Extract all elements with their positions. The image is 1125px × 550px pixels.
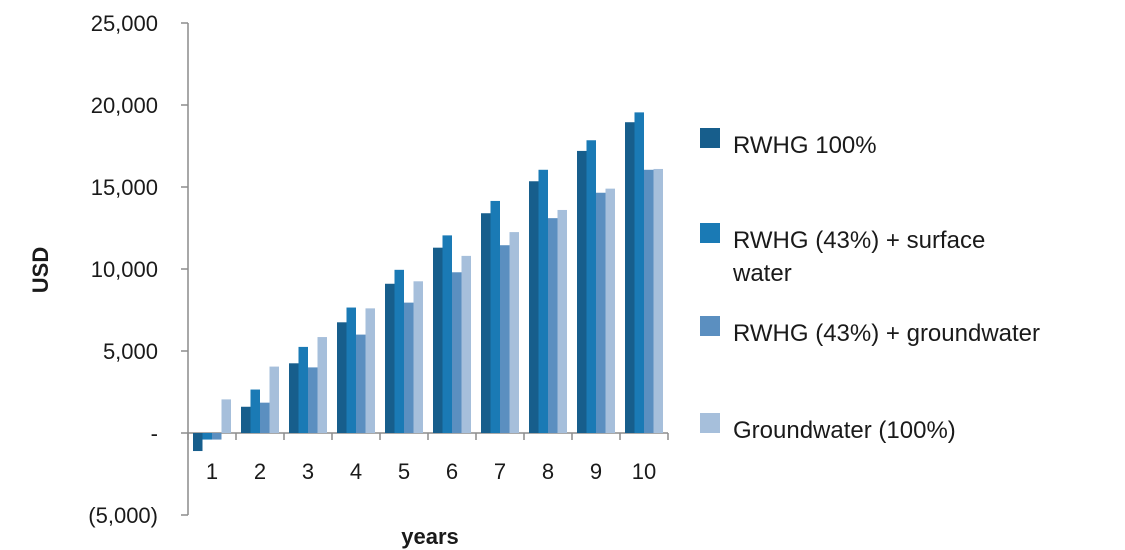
bar bbox=[289, 363, 299, 433]
bar bbox=[365, 308, 375, 433]
bar bbox=[596, 192, 606, 433]
bar bbox=[308, 367, 318, 433]
bar bbox=[605, 188, 615, 433]
bar bbox=[625, 122, 635, 433]
x-tick-label: 1 bbox=[206, 459, 218, 484]
x-tick-label: 6 bbox=[446, 459, 458, 484]
bar bbox=[337, 322, 347, 433]
legend-item: RWHG 100% bbox=[700, 128, 877, 159]
bar bbox=[634, 112, 644, 433]
x-tick-label: 5 bbox=[398, 459, 410, 484]
bar bbox=[433, 247, 443, 433]
bar bbox=[653, 168, 663, 433]
bar bbox=[538, 169, 548, 433]
bar bbox=[529, 181, 539, 433]
legend-item: RWHG (43%) + groundwater bbox=[700, 316, 1040, 347]
bar bbox=[241, 406, 251, 433]
series-2 bbox=[202, 112, 644, 440]
x-tick-label: 3 bbox=[302, 459, 314, 484]
bar bbox=[644, 169, 654, 433]
bar bbox=[202, 433, 212, 440]
legend-swatch bbox=[700, 316, 720, 336]
bar bbox=[413, 281, 423, 433]
x-axis-title: years bbox=[401, 524, 459, 549]
x-tick-label: 10 bbox=[632, 459, 656, 484]
legend-label: RWHG (43%) + surface bbox=[733, 227, 985, 254]
x-tick-label: 8 bbox=[542, 459, 554, 484]
legend-item: Groundwater (100%) bbox=[700, 413, 956, 444]
bar bbox=[461, 255, 471, 433]
bar bbox=[577, 150, 587, 434]
x-axis: 1 2 3 4 5 6 7 8 9 10 bbox=[187, 432, 669, 484]
bar bbox=[548, 218, 558, 433]
bar bbox=[394, 269, 404, 433]
bar bbox=[500, 245, 510, 433]
bar bbox=[346, 307, 356, 433]
bar bbox=[490, 200, 500, 433]
legend-label: Groundwater (100%) bbox=[733, 417, 956, 444]
bar bbox=[260, 402, 270, 433]
x-tick-label: 9 bbox=[590, 459, 602, 484]
legend-label: RWHG 100% bbox=[733, 132, 877, 159]
series-3 bbox=[212, 169, 654, 440]
bar bbox=[250, 389, 260, 433]
legend-label: water bbox=[732, 260, 792, 287]
y-tick-label: 10,000 bbox=[91, 257, 158, 282]
legend-swatch bbox=[700, 413, 720, 433]
y-axis: 25,000 20,000 15,000 10,000 5,000 - (5,000) bbox=[88, 11, 189, 528]
bar bbox=[442, 235, 452, 433]
bar bbox=[586, 140, 596, 433]
bar bbox=[221, 399, 231, 433]
y-tick-label: - bbox=[151, 421, 158, 446]
y-tick-label: 25,000 bbox=[91, 11, 158, 36]
bar bbox=[356, 334, 366, 433]
bar bbox=[509, 232, 519, 433]
bar bbox=[269, 366, 279, 433]
bar bbox=[385, 283, 395, 433]
bar bbox=[557, 209, 567, 433]
y-tick-label: 5,000 bbox=[103, 339, 158, 364]
x-tick-label: 2 bbox=[254, 459, 266, 484]
bar bbox=[212, 433, 222, 440]
bars bbox=[193, 112, 663, 452]
y-tick-label: 15,000 bbox=[91, 175, 158, 200]
bar bbox=[452, 272, 462, 433]
bar bbox=[481, 213, 491, 433]
bar bbox=[317, 337, 327, 433]
legend-swatch bbox=[700, 223, 720, 243]
y-axis-title: USD bbox=[28, 247, 53, 293]
series-4 bbox=[221, 168, 663, 433]
bar bbox=[404, 302, 414, 433]
y-tick-label: 20,000 bbox=[91, 93, 158, 118]
bar bbox=[298, 346, 308, 433]
x-tick-label: 4 bbox=[350, 459, 362, 484]
legend-label: RWHG (43%) + groundwater bbox=[733, 320, 1040, 347]
bar bbox=[193, 433, 203, 452]
series-1 bbox=[193, 122, 635, 452]
legend-item: RWHG (43%) + surface water bbox=[700, 223, 985, 287]
x-tick-label: 7 bbox=[494, 459, 506, 484]
legend-swatch bbox=[700, 128, 720, 148]
y-tick-label: (5,000) bbox=[88, 503, 158, 528]
